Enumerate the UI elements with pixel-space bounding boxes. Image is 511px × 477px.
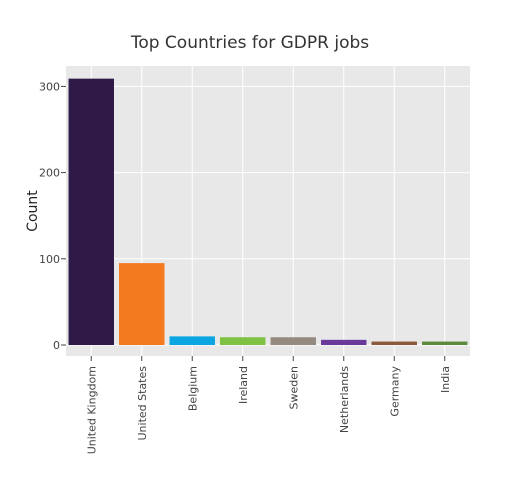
bar-united-states[interactable]: [119, 263, 165, 345]
gridlines: [66, 66, 470, 356]
bar-germany[interactable]: [371, 341, 417, 345]
bars-group: [68, 78, 468, 345]
x-tick-label: Netherlands: [338, 366, 351, 433]
bar-netherlands[interactable]: [321, 339, 367, 345]
y-axis-ticks: 0 100 200 300: [39, 80, 66, 352]
x-tick-label: United States: [136, 366, 149, 441]
x-tick-label: Belgium: [186, 366, 199, 411]
bar-ireland[interactable]: [220, 337, 266, 345]
y-axis-label: Count: [25, 190, 41, 232]
x-axis-ticks: United Kingdom United States Belgium Irelan…: [85, 356, 452, 454]
y-tick-label: 100: [39, 253, 60, 266]
y-tick-label: 300: [39, 80, 60, 93]
x-tick-label: Sweden: [287, 366, 300, 409]
y-tick-label: 0: [53, 339, 60, 352]
x-tick-label: Ireland: [237, 366, 250, 404]
bar-united-kingdom[interactable]: [68, 78, 114, 345]
bar-belgium[interactable]: [169, 336, 215, 345]
y-tick-label: 200: [39, 167, 60, 180]
bar-india[interactable]: [422, 341, 468, 345]
bar-sweden[interactable]: [270, 337, 316, 345]
chart-title: Top Countries for GDPR jobs: [130, 33, 369, 53]
x-tick-label: United Kingdom: [85, 366, 98, 454]
x-tick-label: India: [439, 366, 452, 393]
x-tick-label: Germany: [388, 366, 401, 417]
